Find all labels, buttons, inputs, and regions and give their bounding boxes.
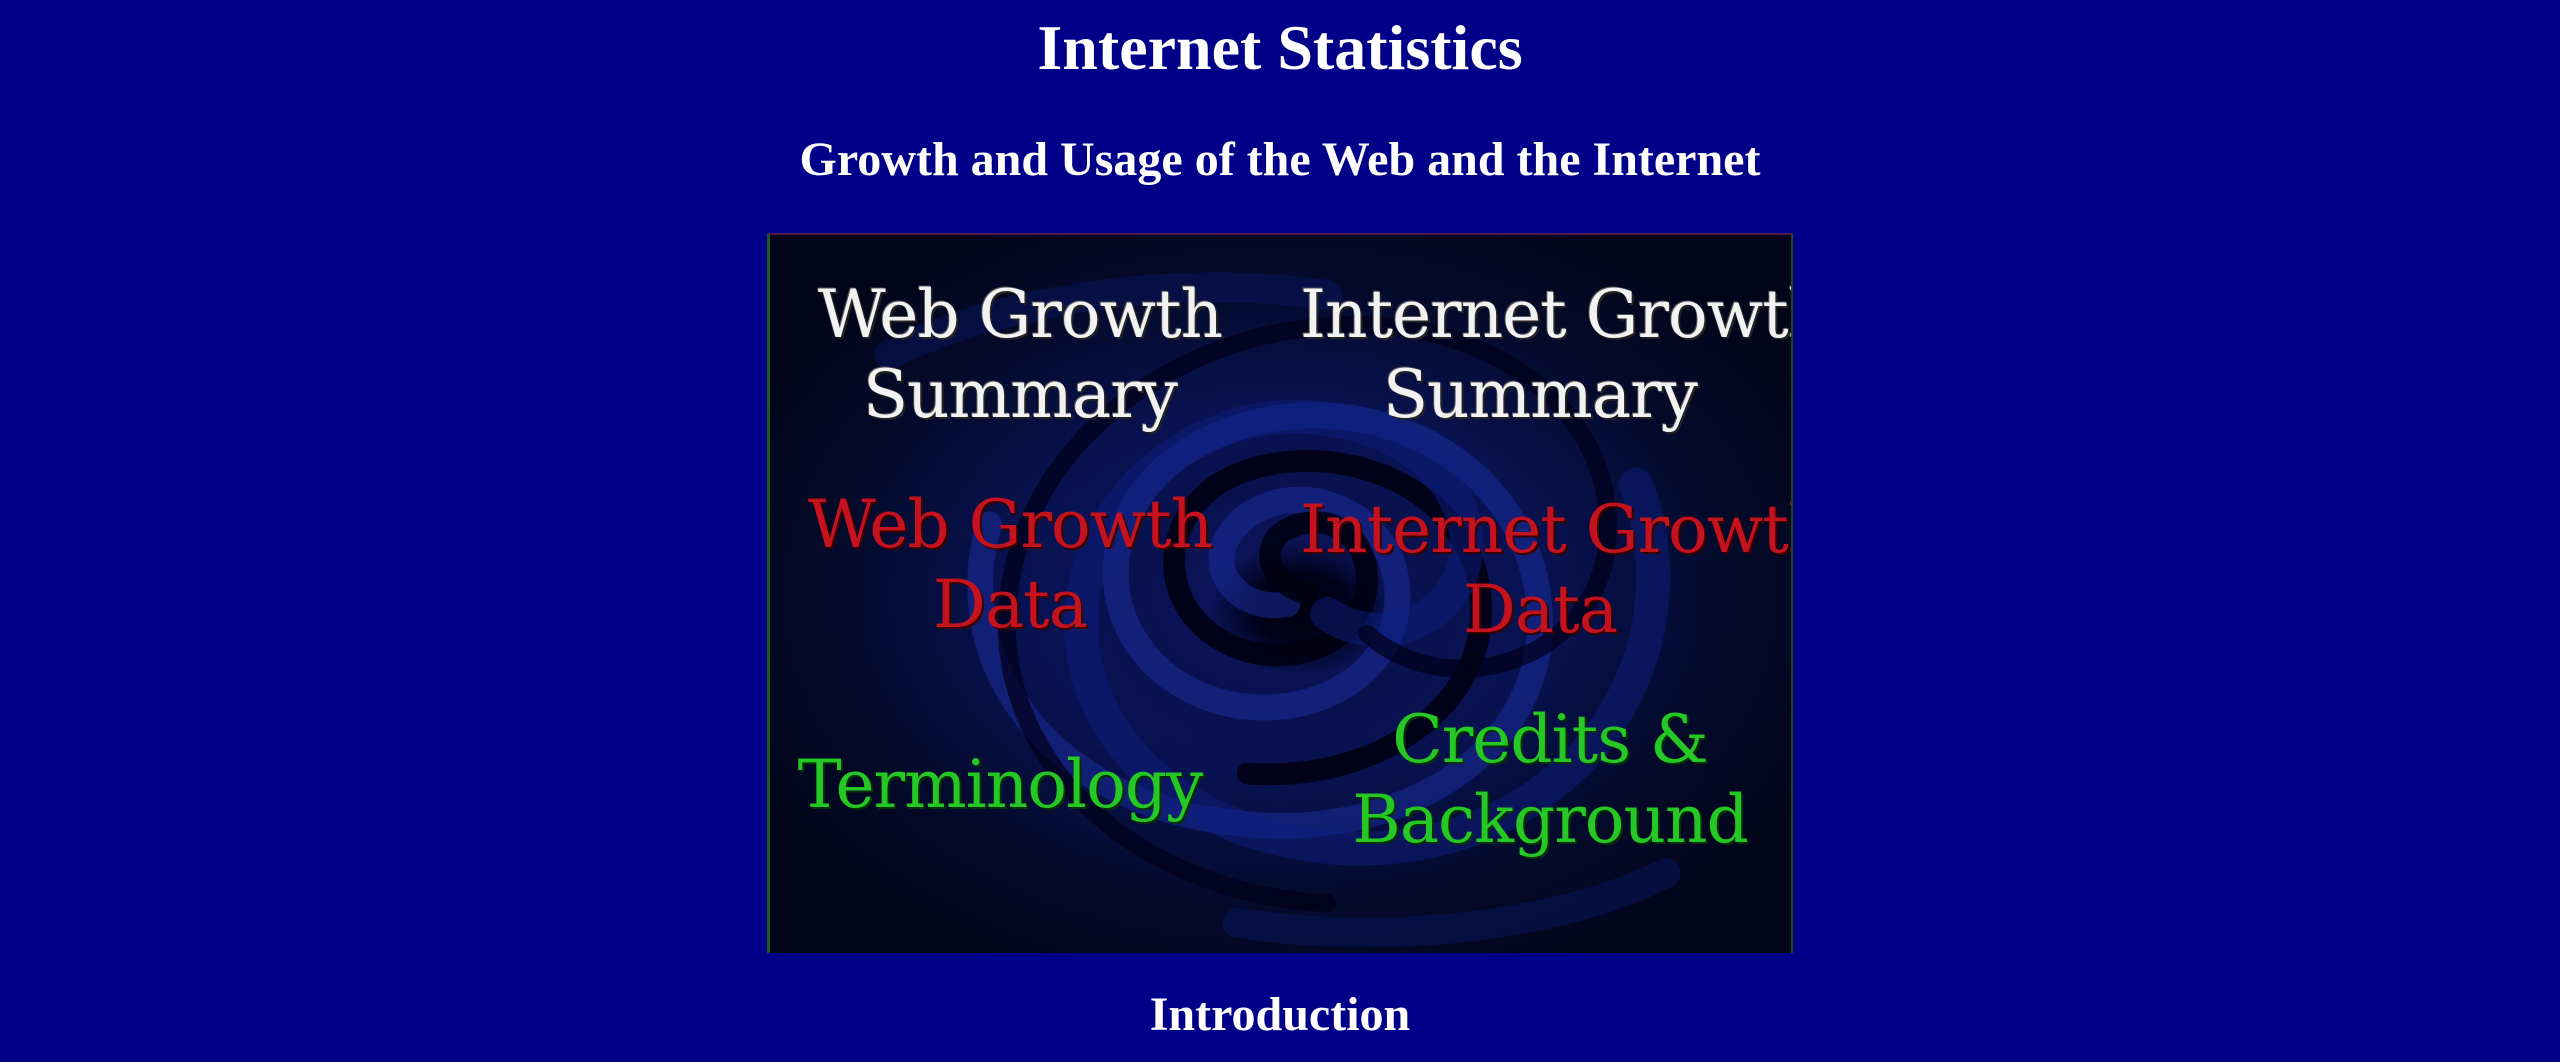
- web-growth-data-link[interactable]: Web Growth Data: [800, 485, 1220, 645]
- web-growth-summary-line1: Web Growth: [817, 276, 1223, 353]
- introduction-heading: Introduction: [1149, 988, 1411, 1041]
- swirl-background-image: [874, 272, 1681, 948]
- credits-background-line2: Background: [1352, 781, 1749, 858]
- terminology-label: Terminology: [797, 746, 1204, 823]
- internet-growth-data-line2: Data: [1462, 571, 1618, 648]
- internet-growth-summary-line1: Internet Growth: [1300, 276, 1793, 353]
- web-growth-summary-line2: Summary: [862, 356, 1178, 433]
- web-growth-summary-link[interactable]: Web Growth Summary: [810, 275, 1230, 435]
- terminology-link[interactable]: Terminology: [790, 745, 1210, 825]
- web-growth-data-line1: Web Growth: [807, 486, 1213, 563]
- page-title: Internet Statistics: [1037, 12, 1523, 83]
- internet-growth-data-line1: Internet Growth: [1300, 491, 1793, 568]
- navigation-image-map: Web Growth Summary Internet Growth Summa…: [767, 233, 1793, 953]
- internet-growth-summary-link[interactable]: Internet Growth Summary: [1300, 275, 1793, 435]
- credits-background-line1: Credits &: [1392, 701, 1709, 778]
- web-growth-data-line2: Data: [932, 566, 1088, 643]
- internet-growth-data-link[interactable]: Internet Growth Data: [1300, 490, 1793, 650]
- credits-background-link[interactable]: Credits & Background: [1330, 700, 1770, 860]
- page-subtitle: Growth and Usage of the Web and the Inte…: [799, 133, 1761, 186]
- internet-growth-summary-line2: Summary: [1382, 356, 1698, 433]
